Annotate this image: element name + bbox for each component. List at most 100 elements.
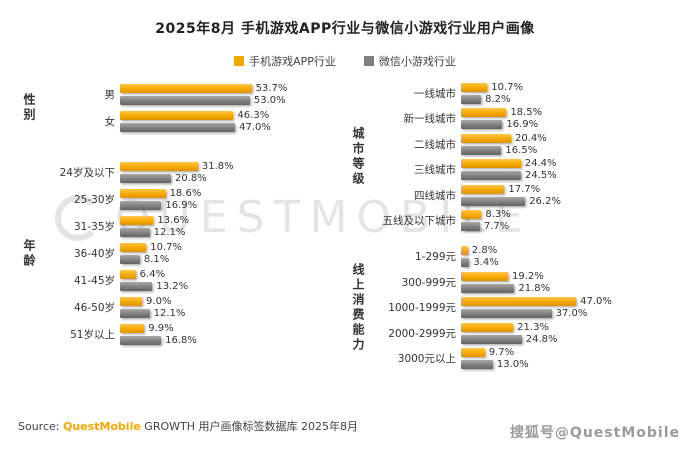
group-label: 城市等级: [351, 126, 365, 187]
bar-line: 46.3%: [120, 110, 271, 121]
bar-mini-games: [461, 94, 482, 104]
value-label: 16.8%: [165, 335, 197, 346]
bar-line: 53.7%: [120, 83, 287, 94]
category-label: 一线城市: [414, 87, 456, 100]
value-label: 8.3%: [485, 209, 511, 220]
bar-line: 19.2%: [461, 271, 550, 282]
value-label: 13.2%: [156, 281, 189, 292]
bar-mini-games: [461, 222, 480, 231]
bar-app-games: [461, 184, 505, 194]
bar-line: 9.9%: [120, 323, 197, 334]
category-label: 四线城市: [414, 189, 456, 202]
category-label: 新一线城市: [403, 113, 457, 125]
bar-app-games: [120, 324, 145, 333]
page-title: 2025年8月 手机游戏APP行业与微信小游戏行业用户画像: [155, 21, 535, 37]
value-label: 10.7%: [150, 242, 182, 253]
bar-mini-games: [120, 309, 150, 318]
legend-swatch-app-games: [234, 56, 245, 66]
value-label: 24.8%: [525, 333, 558, 345]
bar-mini-games: [461, 120, 503, 129]
chart-row: 1-299元 2.8% 3.4%: [367, 245, 674, 268]
group-label: 线上消费能力: [351, 262, 365, 353]
bar-app-games: [120, 243, 147, 252]
legend-label-mini-games: 微信小游戏行业: [378, 55, 456, 68]
category-label: 1000-1999元: [388, 302, 456, 314]
bar-line: 8.2%: [461, 94, 523, 105]
value-label: 17.7%: [508, 183, 541, 195]
bar-mini-games: [461, 360, 493, 369]
value-label: 46.3%: [237, 110, 270, 121]
bar-app-games: [461, 108, 507, 117]
value-label: 13.0%: [496, 359, 529, 370]
value-label: 21.3%: [517, 321, 549, 333]
bar-mini-games: [120, 174, 171, 183]
value-label: 6.4%: [139, 269, 166, 280]
value-label: 24.5%: [525, 170, 557, 181]
bar-line: 9.0%: [120, 296, 185, 307]
bar-line: 2.8%: [461, 245, 499, 256]
chart-group: 性别 男 53.7% 53.0% 女 46.3% 47.0%: [16, 79, 345, 137]
chart-row: 女 46.3% 47.0%: [38, 110, 345, 133]
bar-line: 31.8%: [120, 161, 234, 172]
value-label: 19.2%: [512, 270, 544, 282]
value-label: 8.1%: [143, 254, 170, 265]
category-label: 31-35岁: [73, 221, 115, 233]
source-rest: GROWTH 用户画像标签数据库 2025年8月: [140, 420, 358, 433]
value-label: 13.6%: [157, 215, 190, 226]
bar-line: 26.2%: [461, 196, 561, 207]
bar-line: 16.8%: [120, 335, 197, 346]
chart-row: 24岁及以下 31.8% 20.8%: [38, 161, 345, 184]
bar-line: 24.8%: [461, 334, 558, 345]
panel-gender-age: 性别 男 53.7% 53.0% 女 46.3% 47.0% 年龄 24岁及以下 31.8% 20.…: [16, 79, 345, 381]
bar-line: 6.4%: [120, 269, 188, 280]
bar-app-games: [461, 133, 511, 143]
value-label: 24.4%: [524, 158, 557, 169]
bar-mini-games: [120, 282, 153, 291]
value-label: 10.7%: [491, 81, 523, 93]
value-label: 9.0%: [146, 296, 172, 307]
value-label: 20.8%: [174, 173, 207, 184]
chart-row: 300-999元 19.2% 21.8%: [367, 271, 674, 294]
category-label: 3000元以上: [397, 353, 456, 365]
bar-app-games: [461, 271, 509, 281]
chart-group: 线上消费能力 1-299元 2.8% 3.4% 300-999元 19.2% 21.8% 10…: [345, 243, 674, 373]
chart-group: 城市等级 一线城市 10.7% 8.2% 新一线城市 18.5% 16.9% 二线城市 20.4…: [345, 79, 674, 235]
bar-app-games: [461, 82, 488, 92]
bar-app-games: [461, 210, 482, 219]
chart-group: 年龄 24岁及以下 31.8% 20.8% 25-30岁 18.6% 16.9% 31-35岁…: [16, 157, 345, 350]
bar-line: 18.5%: [461, 107, 542, 118]
bar-mini-games: [461, 334, 522, 344]
bar-mini-games: [461, 145, 502, 155]
legend-item-mini-games: 微信小游戏行业: [363, 53, 456, 69]
chart-row: 男 53.7% 53.0%: [38, 83, 345, 106]
bar-line: 21.8%: [461, 283, 550, 294]
bar-app-games: [461, 159, 521, 168]
bar-line: 13.0%: [461, 359, 529, 370]
bar-line: 13.2%: [120, 281, 188, 292]
bar-line: 12.1%: [120, 308, 185, 319]
chart-row: 1000-1999元 47.0% 37.0%: [367, 296, 674, 319]
value-label: 47.0%: [239, 122, 271, 133]
category-label: 1-299元: [414, 251, 456, 263]
bar-mini-games: [120, 123, 236, 132]
bar-app-games: [120, 297, 143, 306]
bar-mini-games: [120, 228, 150, 237]
account-badge: 搜狐号@QuestMobile: [509, 425, 680, 441]
value-label: 18.6%: [169, 188, 202, 199]
bar-mini-games: [461, 196, 526, 206]
value-label: 16.5%: [505, 144, 538, 156]
bar-line: 3.4%: [461, 257, 499, 268]
bar-line: 16.5%: [461, 145, 547, 156]
bar-line: 8.1%: [120, 254, 182, 265]
bar-app-games: [461, 322, 514, 332]
bar-mini-games: [461, 283, 515, 293]
bar-app-games: [120, 162, 198, 171]
value-label: 47.0%: [580, 296, 612, 307]
bar-mini-games: [461, 258, 470, 267]
bar-line: 18.6%: [120, 188, 201, 199]
category-label: 2000-2999元: [388, 327, 456, 340]
value-label: 20.4%: [514, 132, 547, 144]
bar-line: 13.6%: [120, 215, 189, 226]
value-label: 3.4%: [473, 257, 499, 268]
